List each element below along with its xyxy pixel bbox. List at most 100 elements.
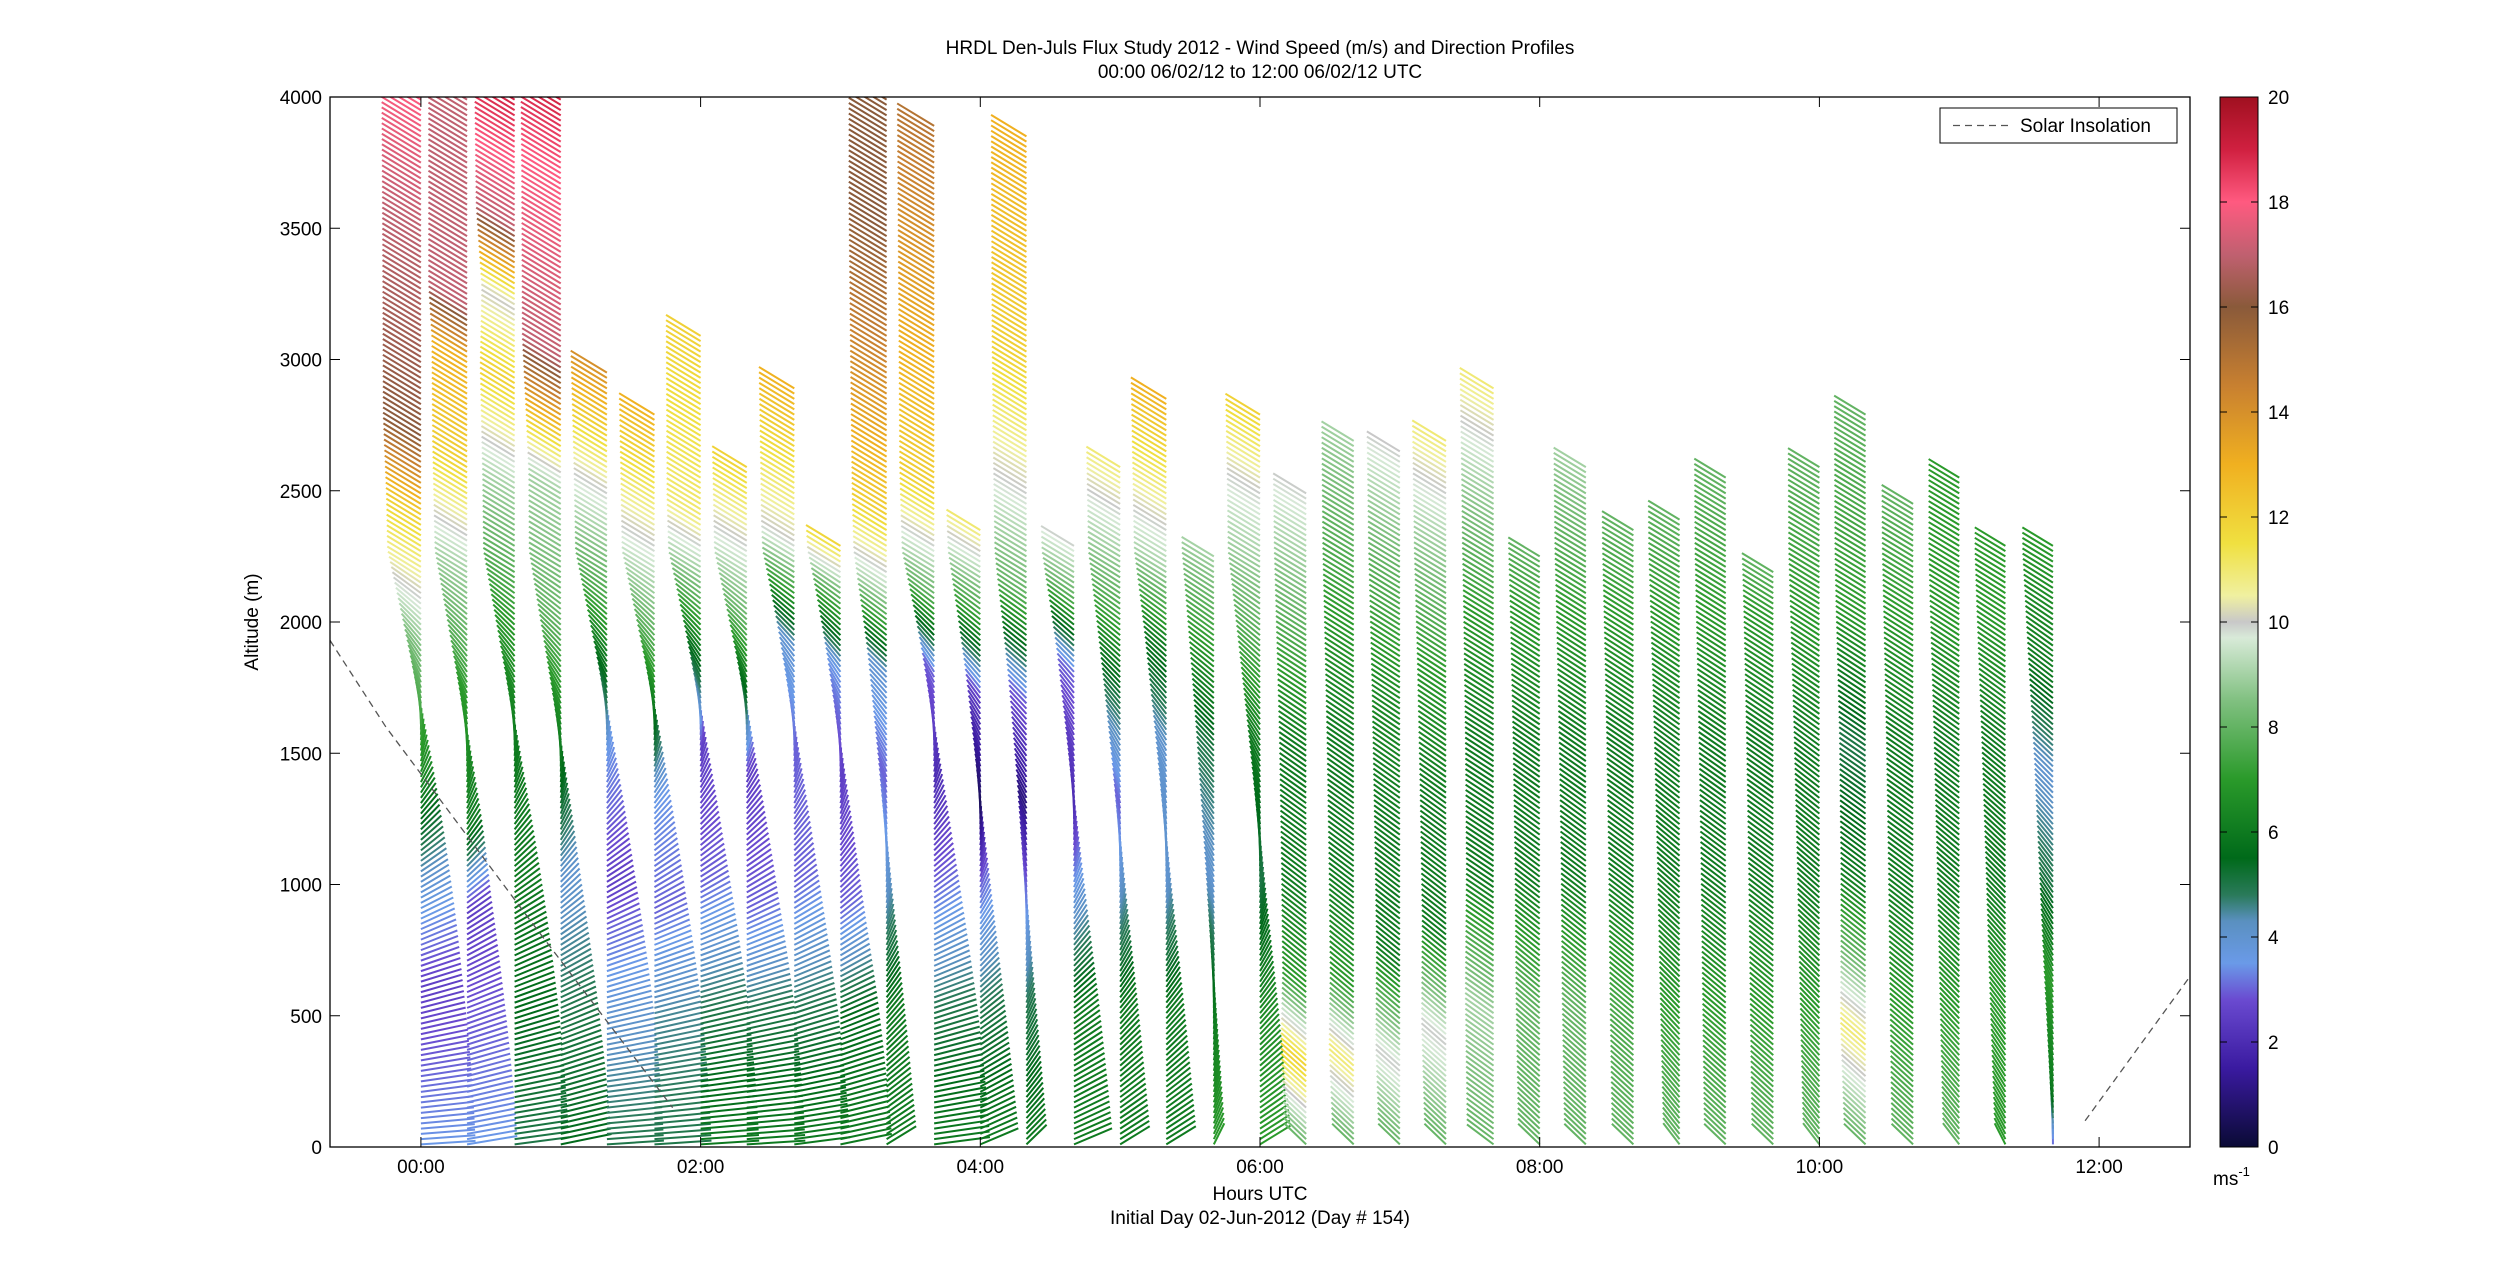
wind-barb	[1165, 981, 1183, 1004]
wind-barb	[1325, 678, 1355, 699]
wind-barb	[746, 945, 787, 962]
wind-barb	[1935, 819, 1960, 841]
wind-barb	[1372, 725, 1401, 747]
wind-barb	[513, 835, 536, 857]
wind-barb	[933, 927, 967, 946]
wind-barb	[1984, 835, 2007, 857]
wind-barb	[482, 97, 516, 117]
wind-barb	[699, 810, 720, 831]
wind-barb	[560, 1018, 601, 1036]
wind-barb	[1328, 1022, 1355, 1046]
wind-barb	[429, 312, 468, 337]
wind-barb	[1279, 767, 1307, 789]
wind-barb	[898, 302, 935, 327]
wind-barb	[1515, 1023, 1541, 1046]
wind-barb	[574, 530, 608, 552]
wind-barb	[770, 588, 795, 610]
wind-barb	[1206, 882, 1215, 904]
wind-barb	[654, 1017, 703, 1030]
wind-barb	[482, 525, 516, 547]
wind-barb	[520, 174, 562, 201]
wind-barb	[1839, 799, 1867, 820]
wind-barb	[1993, 1117, 2007, 1140]
wind-barb	[933, 836, 954, 857]
wind-barb	[466, 766, 475, 788]
wind-barb	[521, 332, 562, 358]
wind-barb	[1119, 929, 1131, 951]
wind-barb	[466, 971, 502, 988]
wind-barb	[1601, 520, 1634, 542]
wind-barb	[1073, 935, 1092, 957]
wind-barb	[1702, 1055, 1727, 1077]
wind-barb	[933, 938, 969, 957]
wind-barb	[1937, 908, 1960, 930]
wind-barb	[606, 783, 622, 804]
wind-barb	[1988, 986, 2007, 1009]
wind-barb	[1514, 960, 1541, 983]
wind-barb	[1555, 605, 1587, 626]
wind-barb	[466, 884, 491, 904]
wind-barb	[1131, 424, 1167, 447]
wind-barb	[700, 1139, 760, 1146]
wind-barb	[532, 572, 562, 594]
wind-barb	[711, 455, 748, 479]
wind-barb	[1131, 440, 1167, 463]
wind-barb	[665, 403, 702, 426]
wind-barb	[1650, 641, 1681, 663]
wind-barb	[1259, 1008, 1280, 1030]
wind-barb	[427, 243, 468, 269]
wind-barb	[1073, 1068, 1107, 1088]
wind-barb	[1088, 551, 1121, 573]
wind-barb	[1367, 488, 1401, 510]
wind-barb	[848, 244, 888, 269]
wind-barb	[1655, 798, 1681, 820]
wind-barb	[521, 248, 562, 274]
wind-barb	[1610, 1049, 1635, 1072]
wind-barb	[1073, 961, 1095, 983]
wind-barb	[746, 1066, 801, 1078]
wind-barb	[1466, 1123, 1495, 1146]
wind-barb	[1418, 752, 1447, 773]
wind-barb	[1202, 830, 1215, 851]
wind-barb	[1697, 710, 1727, 731]
wind-barb	[582, 588, 608, 610]
wind-barb	[1048, 593, 1075, 615]
wind-barb	[1119, 945, 1133, 967]
wind-barb	[1041, 546, 1075, 568]
wind-barb	[746, 875, 776, 894]
wind-barb	[1283, 1106, 1307, 1130]
wind-barb	[1835, 620, 1867, 642]
wind-barb	[720, 582, 748, 605]
wind-barb	[1119, 908, 1129, 930]
wind-barb	[1323, 620, 1355, 642]
wind-barb	[1562, 1060, 1587, 1083]
wind-barb	[1000, 604, 1028, 626]
wind-barb	[827, 662, 842, 683]
wind-barb	[1366, 467, 1401, 489]
wind-barb	[758, 392, 795, 416]
wind-barb	[638, 629, 656, 652]
wind-barb	[829, 673, 842, 694]
wind-barb	[1694, 520, 1727, 542]
wind-barb	[1701, 945, 1727, 967]
wind-barb	[560, 921, 588, 941]
wind-barb	[851, 508, 888, 531]
wind-barb	[420, 1006, 466, 1020]
wind-barb	[1366, 478, 1401, 500]
wind-barb	[677, 593, 702, 615]
wind-barb	[1283, 1117, 1307, 1140]
wind-barb	[394, 581, 422, 605]
wind-barb	[1556, 657, 1587, 678]
wind-barb	[1375, 1017, 1401, 1041]
wind-barb	[1259, 976, 1276, 998]
wind-barb	[1196, 741, 1215, 762]
wind-barb	[1279, 788, 1307, 810]
wind-barb	[528, 546, 562, 568]
wind-barb	[993, 509, 1027, 531]
wind-barb	[900, 514, 935, 537]
wind-barb	[1421, 1059, 1447, 1083]
wind-barb	[420, 847, 447, 867]
wind-barb	[898, 371, 935, 395]
wind-barb	[1701, 956, 1727, 978]
wind-barb	[759, 429, 795, 453]
